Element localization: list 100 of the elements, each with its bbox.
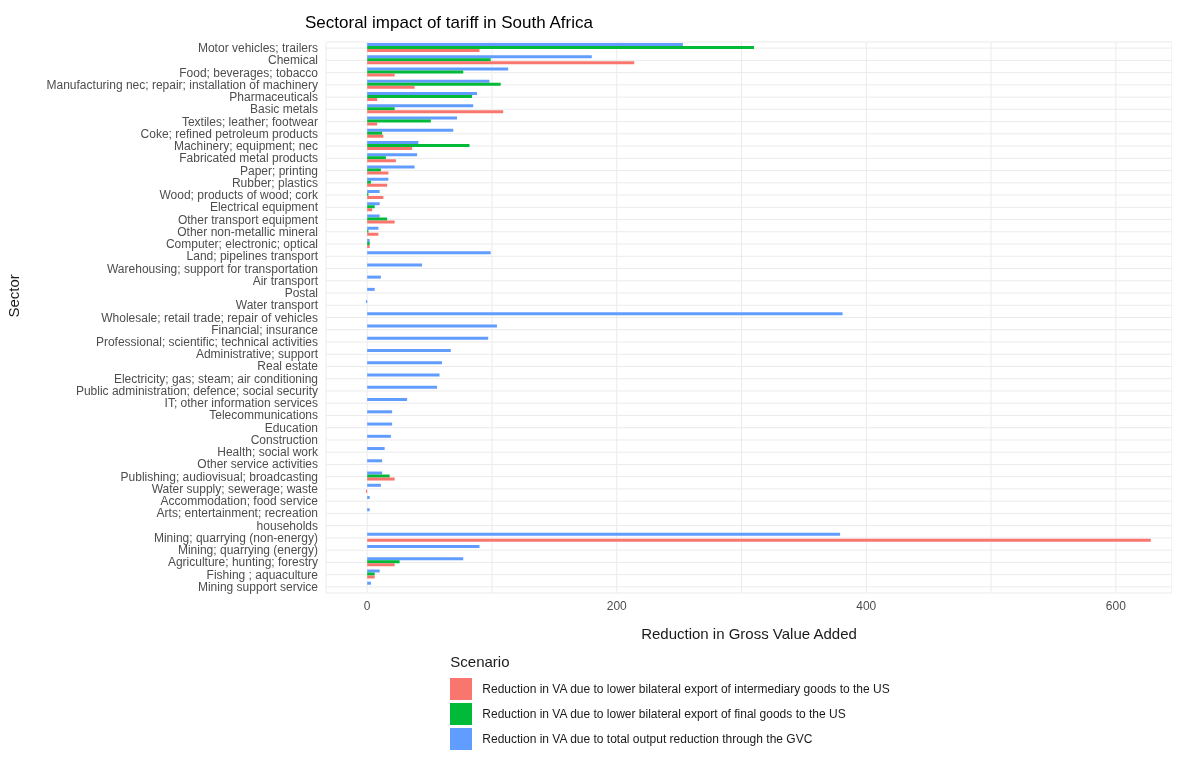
bar — [367, 447, 385, 451]
bar — [367, 85, 415, 89]
bar — [367, 110, 504, 114]
bar — [367, 70, 464, 74]
bar — [367, 48, 480, 52]
bar — [367, 159, 396, 163]
y-tick-label: Postal — [284, 286, 318, 301]
bar — [367, 168, 381, 172]
x-tick-label: 600 — [1105, 598, 1127, 613]
y-tick-label: Education — [264, 420, 318, 435]
y-tick-label: Mining; quarrying (energy) — [177, 543, 318, 558]
y-tick-label: Accommodation; food service — [160, 494, 319, 509]
bar — [367, 189, 380, 193]
bar — [367, 180, 371, 184]
bar — [367, 45, 754, 49]
y-tick-label: Electrical equipment — [209, 200, 319, 215]
bar — [367, 563, 395, 567]
bar — [367, 483, 381, 487]
bar — [367, 97, 378, 101]
bar — [367, 581, 371, 585]
bar — [367, 560, 400, 564]
bar — [367, 55, 592, 59]
y-tick-label: Water transport — [235, 298, 319, 313]
y-tick-label: Financial; insurance — [211, 322, 319, 337]
bar — [367, 232, 379, 236]
y-tick-label: Textiles; leather; footwear — [181, 114, 318, 129]
y-tick-label: Professional; scientific; technical activities — [95, 334, 318, 349]
bar — [367, 569, 380, 573]
y-tick-label: Fabricated metal products — [179, 151, 318, 166]
x-tick-label: 400 — [856, 598, 877, 613]
legend-label: Reduction in VA due to lower bilateral export of final goods to the US — [482, 706, 846, 721]
bar — [367, 171, 389, 175]
bar — [367, 474, 390, 478]
bar — [367, 140, 419, 144]
y-tick-label: Wood; products of wood; cork — [159, 188, 319, 203]
bar — [367, 107, 395, 111]
y-tick-label: households — [256, 518, 318, 533]
bar — [367, 94, 472, 98]
bar — [367, 496, 370, 500]
bar — [367, 287, 375, 291]
bar — [367, 459, 383, 463]
bar — [367, 61, 635, 65]
bar — [367, 128, 454, 132]
y-tick-label: Arts; entertainment; recreation — [156, 506, 318, 521]
bar — [367, 324, 497, 328]
bar — [367, 434, 391, 438]
x-tick-label: 0 — [363, 598, 371, 613]
bar — [367, 153, 418, 157]
bar — [367, 398, 408, 402]
bar — [367, 116, 458, 120]
bar — [367, 146, 413, 150]
y-tick-label: Computer; electronic; optical — [165, 237, 318, 252]
bar — [367, 91, 477, 95]
y-tick-label: Pharmaceuticals — [229, 90, 318, 105]
bar — [367, 165, 415, 169]
bar — [367, 67, 509, 71]
y-tick-label: Food; beverages; tobacco — [179, 65, 319, 80]
legend-label: Reduction in VA due to lower bilateral export of intermediary goods to the US — [482, 681, 890, 696]
y-tick-label: Administrative; support — [195, 347, 319, 362]
bar — [367, 220, 395, 224]
y-tick-label: Telecommunications — [209, 408, 318, 423]
y-tick-label: Fishing ; aquaculture — [206, 567, 319, 582]
bar — [367, 122, 378, 126]
bar — [367, 422, 393, 426]
bar — [367, 251, 491, 255]
bar — [367, 202, 380, 206]
y-tick-label: Mining; quarrying (non-energy) — [153, 530, 318, 545]
bar — [367, 336, 489, 340]
bar — [367, 183, 388, 187]
y-axis-title: Sector — [5, 274, 23, 318]
bar — [367, 73, 395, 77]
legend-title: Scenario — [450, 653, 511, 670]
chart-title: Sectoral impact of tariff in South Africa — [304, 12, 594, 34]
y-tick-label: Publishing; audiovisual; broadcasting — [120, 469, 318, 484]
bar — [367, 177, 389, 181]
y-tick-label: Electricity; gas; steam; air conditioning — [113, 371, 318, 386]
y-tick-label: Coke; refined petroleum products — [140, 126, 318, 141]
bar — [367, 263, 423, 267]
y-tick-label: IT; other information services — [164, 396, 318, 411]
bar — [367, 557, 464, 561]
bar — [367, 410, 393, 414]
x-tick-label: 200 — [606, 598, 628, 613]
bar — [367, 545, 480, 548]
bar — [367, 143, 470, 147]
bar — [367, 275, 381, 279]
bar — [367, 214, 380, 218]
bar — [367, 217, 388, 221]
y-tick-label: Machinery; equipment; nec — [173, 139, 318, 154]
y-tick-label: Other service activities — [197, 457, 318, 472]
bar — [367, 508, 370, 512]
legend-label: Reduction in VA due to total output reduction through the GVC — [482, 731, 813, 746]
y-tick-label: Motor vehicles; trailers — [197, 41, 318, 56]
bar — [367, 385, 438, 389]
y-tick-label: Health; social work — [217, 445, 319, 460]
bar — [367, 226, 379, 230]
y-tick-label: Chemical — [267, 53, 318, 68]
x-axis-title: Reduction in Gross Value Added — [641, 625, 857, 642]
bar — [367, 477, 395, 481]
bar — [367, 58, 491, 62]
bar — [367, 156, 386, 160]
